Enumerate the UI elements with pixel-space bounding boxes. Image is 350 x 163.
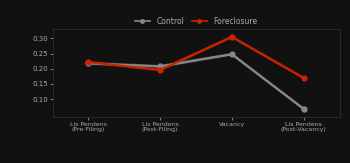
Legend: Control, Foreclosure: Control, Foreclosure [132,14,260,29]
